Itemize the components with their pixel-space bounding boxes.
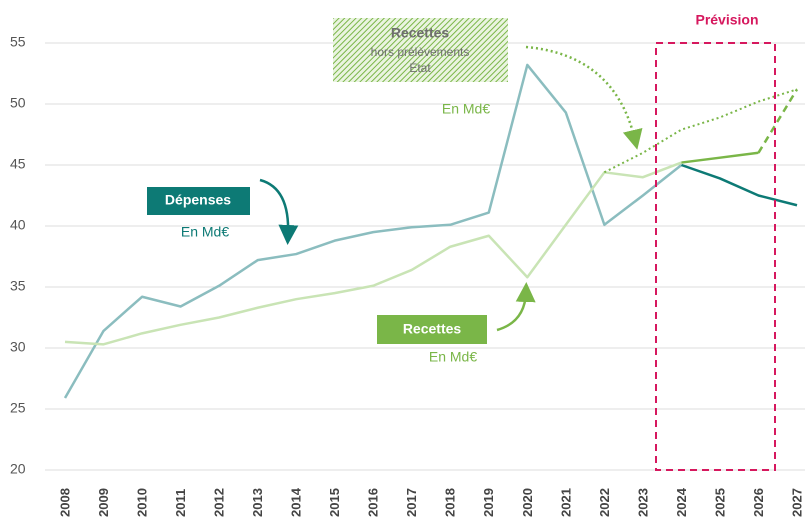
x-tick-label: 2025 [712,488,727,517]
y-tick-label: 25 [10,400,26,416]
y-tick-label: 55 [10,34,26,50]
x-tick-label: 2017 [404,488,419,517]
depenses-box [147,187,250,215]
y-tick-label: 35 [10,278,26,294]
y-tick-label: 40 [10,217,26,233]
series-line [681,163,798,207]
y-tick-label: 30 [10,339,26,355]
series-line [64,161,682,346]
x-tick-label: 2023 [635,488,650,517]
x-tick-label: 2026 [751,488,766,517]
series-line [681,151,759,164]
recettes-arrow [496,282,536,332]
recettes-box [377,315,487,344]
x-tick-label: 2019 [481,488,496,517]
recettes-hp-label: Recettes [391,25,450,41]
recettes-label: Recettes [403,321,462,337]
recettes-hp-arrow [525,45,643,150]
x-tick-label: 2012 [212,488,227,517]
y-tick-label: 50 [10,95,26,111]
x-tick-label: 2010 [134,488,149,517]
x-tick-label: 2016 [366,488,381,517]
x-tick-label: 2018 [443,488,458,517]
x-tick-label: 2008 [57,488,72,517]
y-tick-label: 45 [10,156,26,172]
recettes-hp-line3: État [409,60,431,75]
x-tick-label: 2024 [674,487,689,517]
recettes-hp-box [333,18,508,82]
y-tick-label: 20 [10,461,26,477]
depenses-label: Dépenses [165,192,231,208]
series-line [603,88,798,174]
series-line [757,88,799,154]
x-tick-label: 2027 [789,488,804,517]
x-tick-label: 2020 [520,488,535,517]
series-line [63,63,683,399]
depenses-unit: En Md€ [181,224,229,240]
x-tick-label: 2014 [289,487,304,517]
forecast-label: Prévision [695,12,758,28]
x-tick-label: 2015 [327,488,342,517]
forecast-box [655,42,776,471]
x-tick-label: 2021 [558,488,573,517]
x-tick-label: 2011 [173,489,188,517]
recettes-hp-unit: En Md€ [442,101,490,117]
x-tick-label: 2022 [597,488,612,517]
x-tick-label: 2013 [250,488,265,517]
x-tick-label: 2009 [96,488,111,517]
depenses-arrow [259,178,299,245]
recettes-hp-line2: hors prélèvements [371,45,470,59]
recettes-unit: En Md€ [429,349,477,365]
